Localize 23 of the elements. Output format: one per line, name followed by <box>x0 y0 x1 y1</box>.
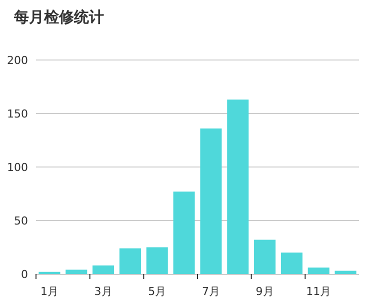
x-tick-label: 9月 <box>256 285 274 298</box>
chart-title: 每月检修统计 <box>13 8 104 26</box>
bar <box>92 265 114 274</box>
bar <box>119 248 141 274</box>
bar <box>254 240 276 274</box>
y-tick-label: 100 <box>7 161 28 174</box>
x-tick-label: 1月 <box>40 285 58 298</box>
x-tick-label: 5月 <box>148 285 166 298</box>
y-tick-label: 50 <box>14 214 28 228</box>
x-tick-label: 7月 <box>202 285 220 298</box>
bar <box>146 247 168 274</box>
bar <box>66 270 88 274</box>
bar <box>280 252 302 274</box>
y-tick-label: 0 <box>21 268 28 281</box>
x-tick-label: 3月 <box>94 285 112 298</box>
bar <box>308 268 330 274</box>
x-tick-label: 11月 <box>306 285 332 298</box>
y-tick-label: 200 <box>7 54 28 67</box>
bar <box>227 100 249 274</box>
y-tick-label: 150 <box>7 108 28 120</box>
bar <box>173 192 195 274</box>
bar <box>200 128 222 274</box>
bar <box>334 270 356 274</box>
